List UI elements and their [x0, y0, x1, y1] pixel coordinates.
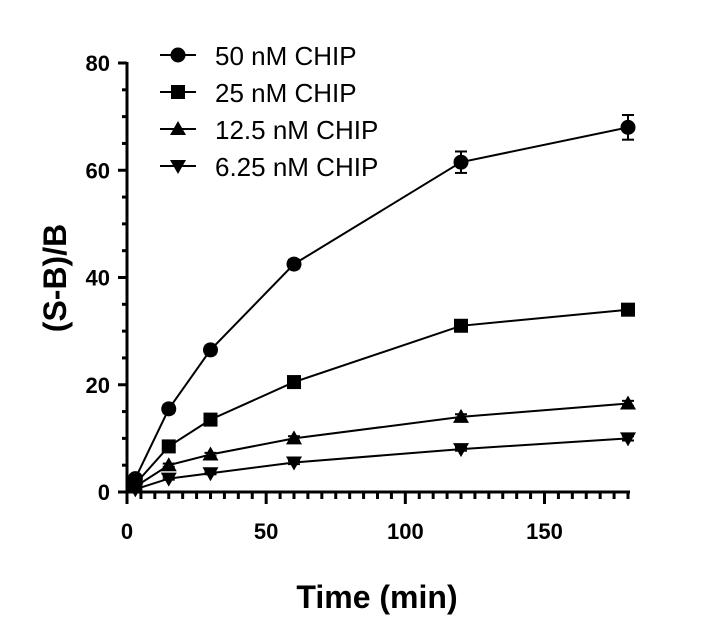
data-point — [160, 472, 177, 487]
data-point — [286, 256, 302, 272]
x-tick-label: 150 — [526, 519, 563, 544]
series-layer — [127, 114, 636, 498]
y-tick-label: 40 — [86, 266, 110, 291]
legend-marker — [170, 47, 186, 63]
data-point — [621, 302, 635, 317]
data-point — [453, 443, 469, 458]
series-3 — [127, 395, 636, 493]
data-point — [160, 457, 177, 472]
x-tick-label: 100 — [387, 519, 424, 544]
data-point — [161, 439, 176, 454]
data-point — [203, 342, 218, 358]
data-point — [203, 412, 218, 427]
tick-marks — [118, 61, 630, 504]
y-tick-label: 80 — [86, 51, 110, 76]
data-point — [287, 375, 301, 390]
legend-label: 12.5 nM CHIP — [215, 115, 378, 145]
series-4 — [127, 432, 636, 498]
data-point — [620, 395, 636, 410]
legend-item: 12.5 nM CHIP — [160, 115, 378, 145]
data-point — [202, 467, 219, 482]
data-point — [286, 456, 302, 471]
legend-item: 25 nM CHIP — [160, 78, 357, 108]
y-tick-label: 20 — [86, 373, 110, 398]
tick-labels: 0 20 40 60 80 0 50 100 150 — [86, 51, 563, 544]
data-point — [453, 408, 469, 423]
data-point — [127, 483, 144, 498]
legend: 50 nM CHIP 25 nM CHIP 12.5 nM CHIP 6.25 nM … — [160, 41, 378, 182]
data-point — [161, 401, 177, 417]
series-line — [134, 126, 629, 480]
x-tick-label: 0 — [121, 519, 133, 544]
x-tick-label: 50 — [254, 519, 278, 544]
data-point — [620, 432, 636, 447]
data-point — [453, 154, 469, 170]
series-2 — [128, 302, 635, 491]
legend-item: 6.25 nM CHIP — [160, 152, 378, 182]
legend-label: 50 nM CHIP — [215, 41, 357, 71]
y-tick-label: 0 — [98, 480, 110, 505]
series-line — [134, 437, 629, 491]
legend-label: 25 nM CHIP — [215, 78, 357, 108]
data-point — [454, 318, 468, 333]
series-1 — [127, 114, 636, 487]
legend-marker — [170, 160, 186, 174]
y-axis-title: (S-B)/B — [37, 224, 73, 332]
legend-label: 6.25 nM CHIP — [215, 152, 378, 182]
data-point — [620, 119, 636, 135]
data-point — [202, 446, 219, 461]
legend-item: 50 nM CHIP — [160, 41, 357, 71]
legend-marker — [171, 85, 185, 99]
legend-marker — [170, 121, 186, 135]
x-axis-title: Time (min) — [296, 579, 457, 615]
data-point — [286, 430, 302, 445]
y-tick-label: 60 — [86, 158, 110, 183]
